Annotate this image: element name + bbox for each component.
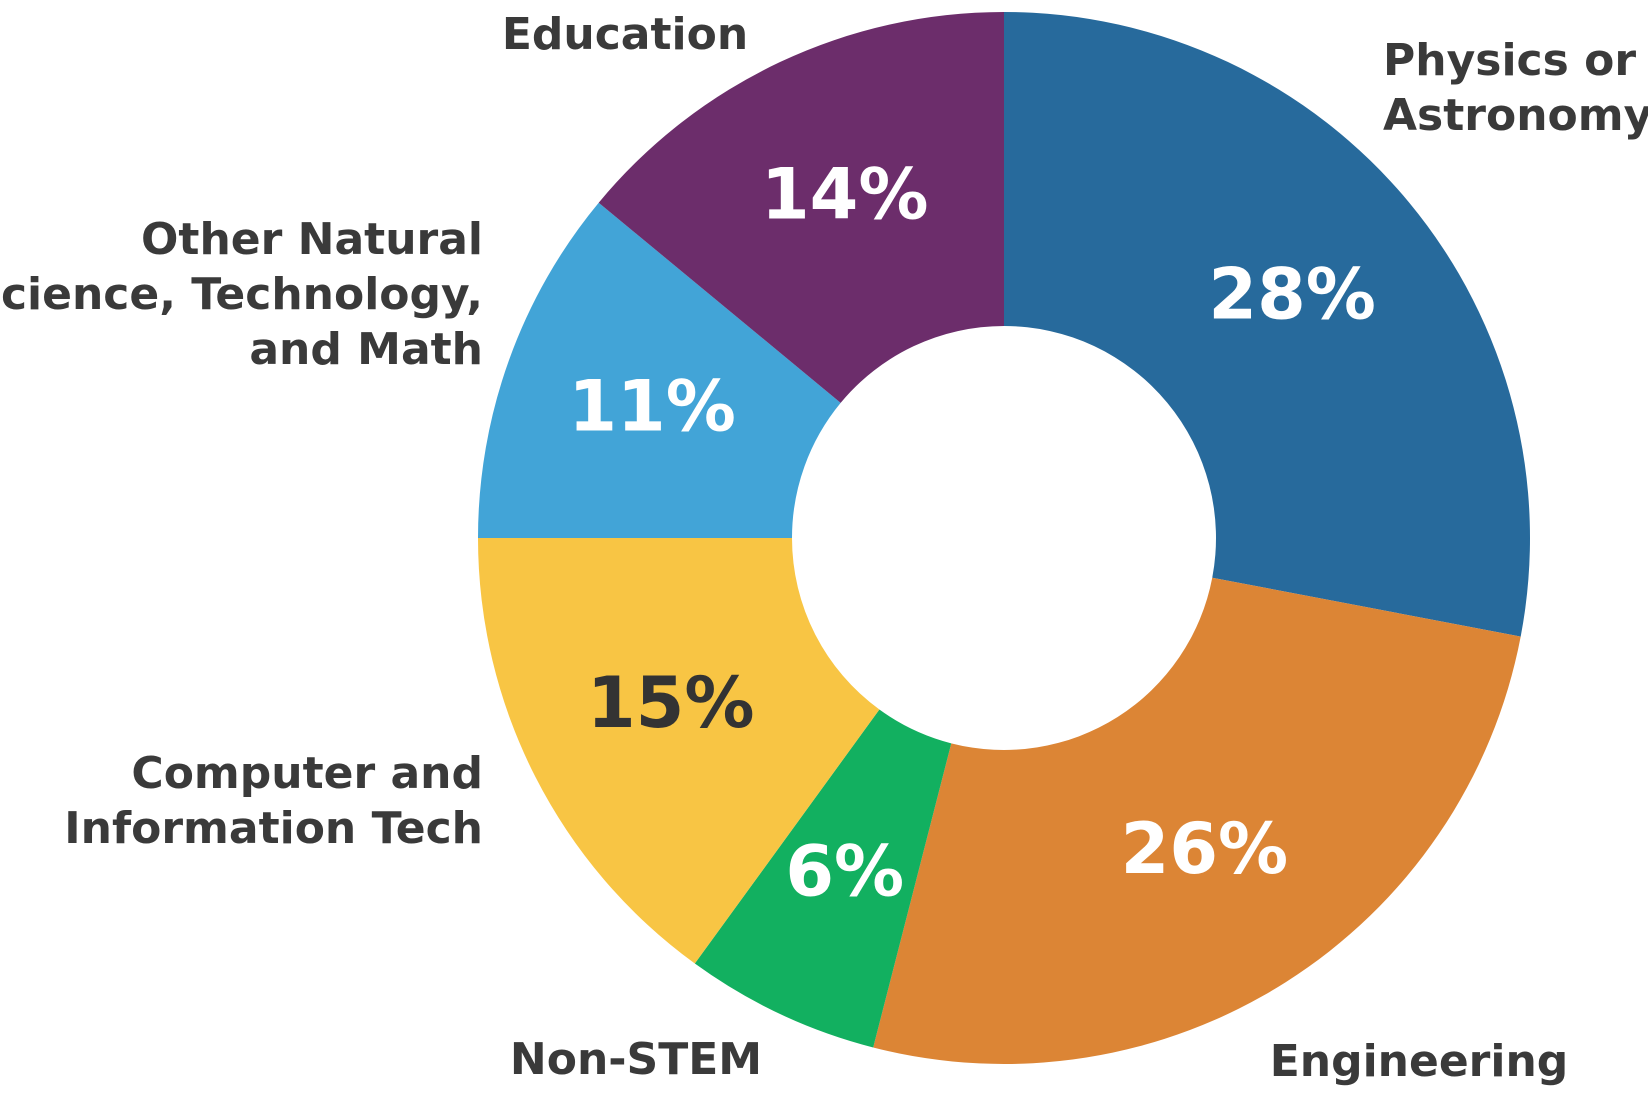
donut-slice bbox=[1004, 12, 1530, 637]
donut-slice bbox=[478, 202, 841, 539]
category-label: Physics or Astronomy bbox=[1383, 35, 1648, 141]
label-line: Engineering bbox=[1270, 1036, 1569, 1087]
category-label: Engineering bbox=[1270, 1036, 1569, 1087]
donut-slice bbox=[598, 12, 1004, 403]
label-line: Science, Technology, bbox=[0, 269, 483, 320]
category-label: Non-STEM bbox=[510, 1034, 762, 1085]
value-label: 11% bbox=[568, 365, 736, 447]
category-label: Other Natural Science, Technology, and Mat… bbox=[0, 214, 483, 375]
value-label: 28% bbox=[1208, 254, 1376, 336]
label-line: Other Natural bbox=[141, 214, 483, 265]
category-label: Education bbox=[502, 9, 748, 60]
label-line: Information Tech bbox=[64, 803, 483, 854]
value-label: 14% bbox=[761, 154, 929, 236]
value-label: 6% bbox=[785, 830, 904, 912]
donut-slice bbox=[873, 577, 1521, 1064]
category-label: Computer and Information Tech bbox=[64, 748, 483, 854]
donut-slice bbox=[478, 538, 880, 964]
label-line: Education bbox=[502, 9, 748, 60]
label-line: Astronomy bbox=[1383, 90, 1648, 141]
label-line: and Math bbox=[249, 324, 483, 375]
label-line: Physics or bbox=[1383, 35, 1636, 86]
label-line: Non-STEM bbox=[510, 1034, 762, 1085]
value-label: 26% bbox=[1121, 808, 1289, 890]
donut-slice bbox=[694, 709, 952, 1048]
value-label: 15% bbox=[587, 662, 755, 744]
label-line: Computer and bbox=[131, 748, 483, 799]
